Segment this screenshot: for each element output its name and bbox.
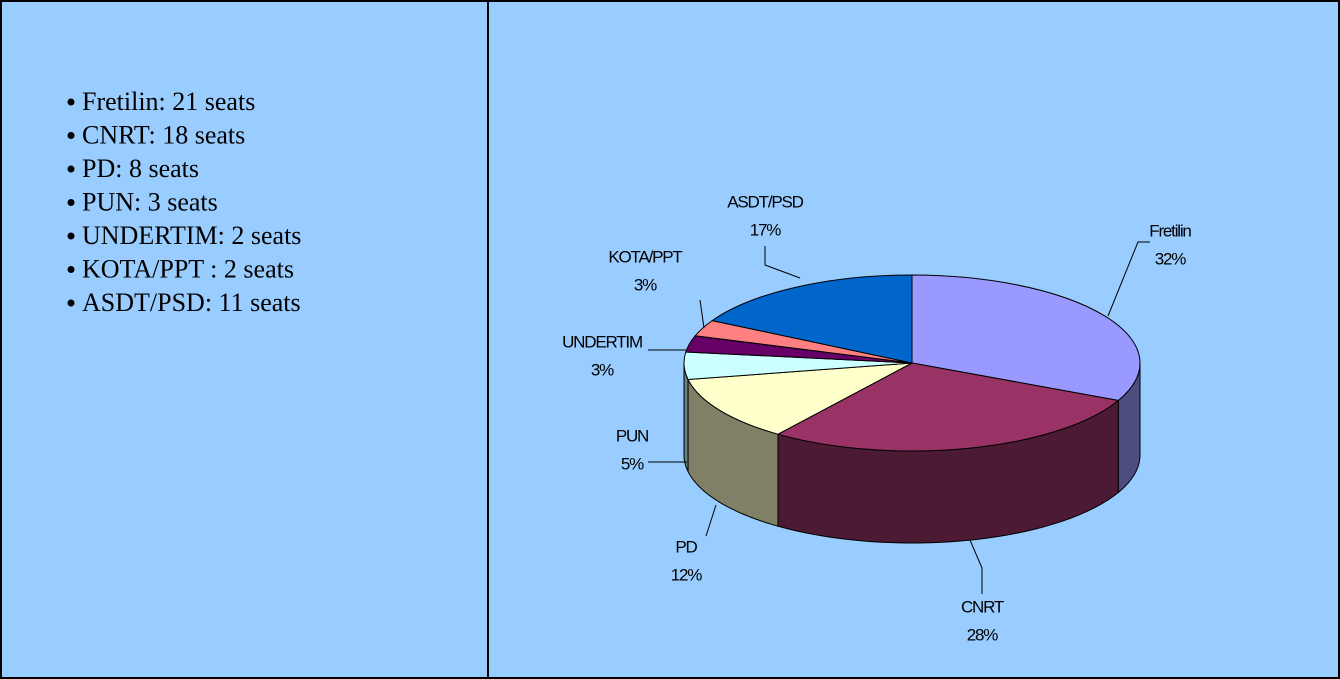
bullet (67, 299, 75, 307)
slice-value-label: 3% (634, 275, 657, 294)
leader-line (1107, 241, 1150, 317)
list-item: PD: 8 seats (82, 154, 199, 183)
list-item: PUN: 3 seats (82, 188, 218, 217)
list-item: UNDERTIM: 2 seats (82, 221, 301, 250)
leader-line (969, 539, 983, 594)
list-item: KOTA/PPT : 2 seats (82, 255, 294, 284)
bullet (67, 266, 75, 273)
slice-value-label: 28% (967, 625, 999, 644)
pie-chart: Fretilin 32% CNRT 28% PD 12% PUN 5% UNDERTIM 3% KO… (562, 192, 1193, 644)
slice (687, 362, 913, 435)
leader-line (699, 299, 705, 329)
slice-label: KOTA/PPT (608, 247, 682, 266)
bullet (67, 232, 75, 240)
bullet (67, 199, 75, 206)
slice-value-label: 32% (1155, 249, 1187, 268)
slice-label: UNDERTIM (562, 332, 642, 351)
slice-label: PUN (616, 426, 648, 445)
bullet-list: Fretilin: 21 seats CNRT: 18 seats PD: 8 se… (67, 87, 301, 317)
slice-label: PD (675, 537, 697, 556)
list-item: CNRT: 18 seats (82, 121, 245, 150)
leader-line (705, 504, 717, 537)
slice-label: CNRT (961, 597, 1004, 616)
slice (776, 362, 1120, 452)
bullet (67, 165, 75, 173)
bullet (67, 132, 75, 139)
list-item: Fretilin: 21 seats (82, 87, 255, 116)
slice (911, 274, 1141, 402)
slice-value-label: 3% (591, 360, 614, 379)
slice-label: ASDT/PSD (727, 192, 803, 211)
slice-label: Fretilin (1149, 221, 1191, 240)
bullet (67, 98, 75, 106)
slice-value-label: 12% (671, 565, 703, 584)
slice (710, 274, 913, 364)
slice-value-label: 5% (621, 454, 644, 473)
leader-line (764, 246, 801, 279)
slice-value-label: 17% (750, 220, 782, 239)
list-item: ASDT/PSD: 11 seats (82, 288, 301, 317)
